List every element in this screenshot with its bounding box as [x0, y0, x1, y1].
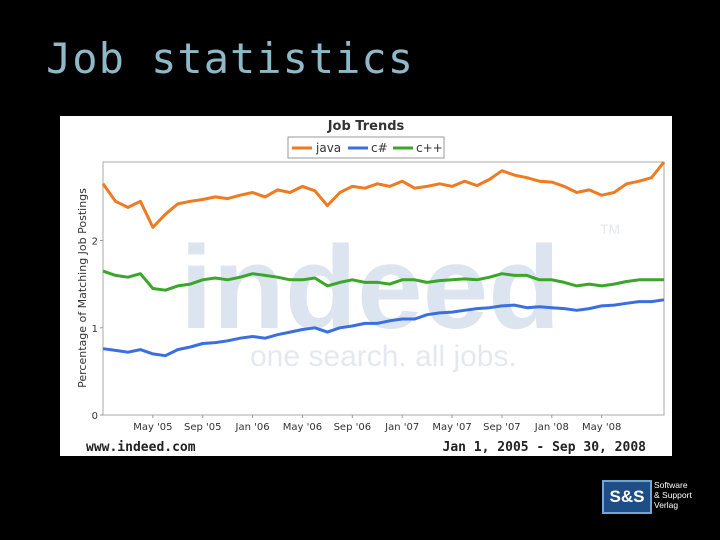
- x-axis-ticks: May '05 Sep '05 Jan '06 May '06 Sep '06 Jan '…: [133, 415, 621, 433]
- chart-panel: indeed one search. all jobs. TM Job Tren…: [60, 116, 672, 456]
- legend-label-java: java: [315, 141, 341, 155]
- sns-verlag-logo: S&S Software & Support Verlag: [602, 478, 698, 518]
- y-tick-label: 1: [92, 324, 98, 335]
- plot-area: [102, 161, 665, 416]
- logo-mark: S&S: [602, 480, 652, 514]
- y-tick-label: 2: [92, 237, 98, 248]
- x-tick-label: May '06: [283, 422, 322, 433]
- x-tick-label: Sep '06: [334, 422, 372, 433]
- footer-date-range: Jan 1, 2005 - Sep 30, 2008: [443, 440, 647, 455]
- legend-label-csharp: c#: [371, 141, 388, 155]
- x-tick-label: May '07: [432, 422, 471, 433]
- watermark-tagline: one search. all jobs.: [250, 340, 517, 373]
- x-tick-label: May '05: [133, 422, 172, 433]
- logo-text: Software & Support Verlag: [654, 480, 698, 510]
- logo-line-3: Verlag: [654, 500, 679, 510]
- watermark-brand: indeed: [180, 222, 560, 354]
- y-axis-ticks: 0 1 2: [92, 237, 103, 422]
- watermark-tm: TM: [600, 221, 620, 237]
- series-line-java: [101, 161, 666, 229]
- x-tick-label: May '08: [582, 422, 621, 433]
- indeed-watermark: indeed one search. all jobs. TM: [180, 221, 620, 373]
- slide-title: Job statistics: [46, 34, 415, 83]
- x-tick-label: Jan '07: [384, 422, 419, 433]
- chart-title: Job Trends: [327, 119, 405, 134]
- series-lines: [101, 161, 666, 358]
- footer-source: www.indeed.com: [86, 440, 196, 455]
- series-line-cpp: [102, 269, 664, 292]
- x-tick-label: Sep '05: [184, 422, 222, 433]
- x-tick-label: Sep '07: [483, 422, 521, 433]
- chart-legend: java c# c++: [287, 136, 445, 159]
- series-line-csharp: [102, 298, 665, 358]
- legend-label-cpp: c++: [416, 141, 443, 155]
- y-tick-label: 0: [92, 411, 98, 422]
- logo-line-2: & Support: [654, 490, 692, 500]
- y-axis-label: Percentage of Matching Job Postings: [76, 188, 89, 388]
- logo-line-1: Software: [654, 480, 688, 490]
- job-trends-chart: indeed one search. all jobs. TM Job Tren…: [76, 119, 666, 455]
- x-tick-label: Jan '08: [534, 422, 569, 433]
- x-tick-label: Jan '06: [235, 422, 270, 433]
